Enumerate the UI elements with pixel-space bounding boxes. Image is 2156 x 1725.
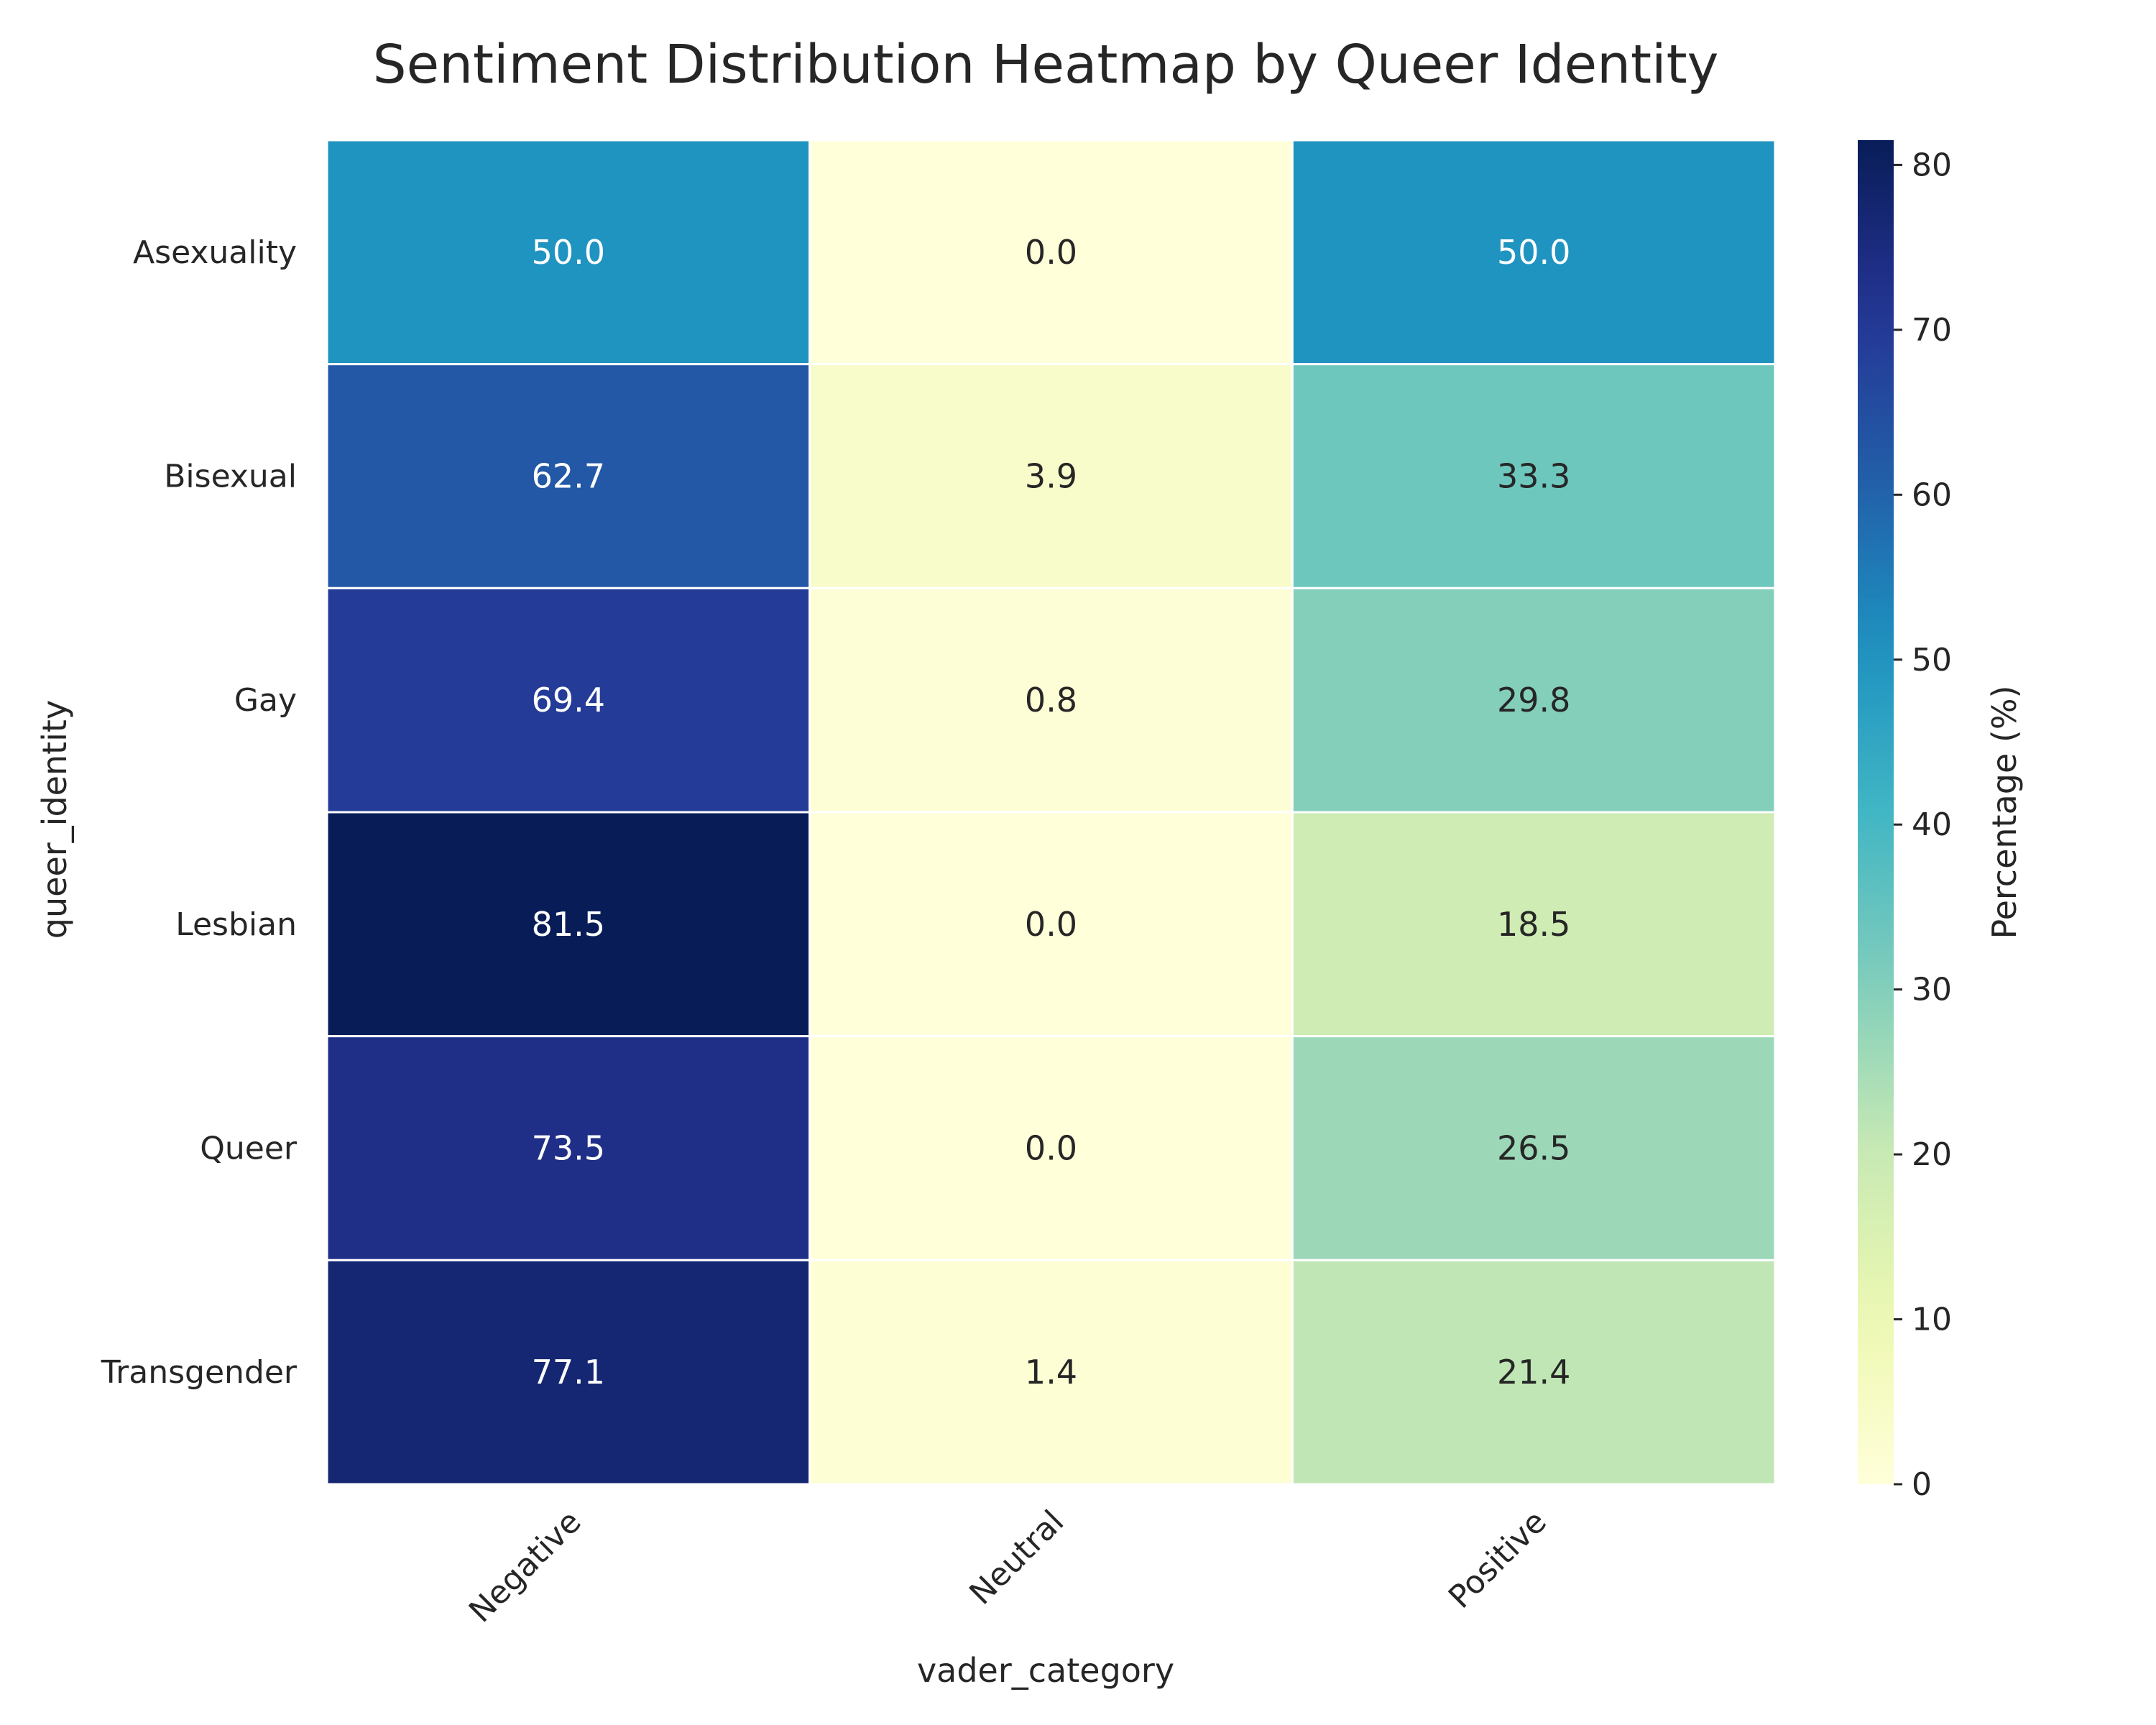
cell-value-label: 18.5 [1497,905,1570,944]
colorbar-tick-label: 50 [1912,642,1952,678]
cell-value-label: 0.8 [1025,681,1077,719]
colorbar-tick-label: 30 [1912,972,1952,1008]
cell-value-label: 50.0 [1497,233,1570,272]
cell-value-label: 62.7 [532,457,605,496]
heatmap-cell [326,811,811,1038]
cell-value-label: 0.0 [1025,1129,1077,1168]
colorbar: 0 10 20 30 40 50 60 70 80 Percentage (%) [1858,140,2024,1503]
cell-value-label: 33.3 [1497,457,1570,496]
heatmap-cell [1291,1259,1777,1486]
cell-value-label: 0.0 [1025,233,1077,272]
colorbar-tick-label: 70 [1912,312,1952,349]
cell-value-label: 69.4 [532,681,605,719]
cell-value-label: 21.4 [1497,1353,1570,1392]
heatmap-cell [1291,363,1777,589]
y-tick-label: Lesbian [175,906,297,943]
x-tick-labels: Negative Neutral Positive [462,1504,1554,1630]
cell-value-label: 0.0 [1025,905,1077,944]
heatmap-cell [1291,139,1777,366]
cell-value-label: 3.9 [1025,457,1077,496]
heatmap-cell [808,139,1294,366]
x-tick-label: Negative [462,1504,589,1630]
heatmap-cell [808,1035,1294,1261]
cell-value-label: 50.0 [532,233,605,272]
y-axis-label: queer_identity [35,700,74,939]
cell-value-label: 26.5 [1497,1129,1570,1168]
heatmap-cell [326,1035,811,1261]
chart-title: Sentiment Distribution Heatmap by Queer … [373,34,1719,96]
x-axis-label: vader_category [917,1651,1174,1690]
y-tick-label: Queer [200,1131,298,1167]
y-tick-label: Asexuality [133,234,297,271]
x-tick-label: Neutral [962,1504,1071,1612]
colorbar-tick-label: 40 [1912,806,1952,843]
y-tick-label: Bisexual [164,459,297,495]
cell-value-label: 81.5 [532,905,605,944]
heatmap-cells: 50.0 0.0 50.0 62.7 3.9 33.3 69.4 0.8 29.8 81.5 0.0… [326,139,1777,1486]
colorbar-ticks: 0 10 20 30 40 50 60 70 80 [1894,147,1952,1503]
heatmap-cell [1291,811,1777,1038]
colorbar-tick-label: 10 [1912,1302,1952,1338]
heatmap-cell [326,139,811,366]
heatmap-cell [808,363,1294,589]
heatmap-cell [326,363,811,589]
cell-value-label: 29.8 [1497,681,1570,719]
colorbar-tick-label: 60 [1912,477,1952,513]
y-tick-labels: Asexuality Bisexual Gay Lesbian Queer Transge… [101,234,298,1391]
colorbar-label: Percentage (%) [1985,686,2024,939]
heatmap-cell [1291,1035,1777,1261]
cell-value-label: 1.4 [1025,1353,1077,1392]
colorbar-gradient [1858,140,1894,1484]
heatmap-cell [808,1259,1294,1486]
cell-value-label: 77.1 [532,1353,605,1392]
y-tick-label: Gay [234,682,297,719]
y-tick-label: Transgender [101,1354,298,1391]
heatmap-cell [808,586,1294,814]
colorbar-tick-label: 80 [1912,147,1952,183]
colorbar-tick-label: 0 [1912,1466,1932,1503]
cell-value-label: 73.5 [532,1129,605,1168]
x-tick-label: Positive [1442,1504,1554,1616]
colorbar-tick-label: 20 [1912,1136,1952,1173]
heatmap-cell [326,1259,811,1486]
